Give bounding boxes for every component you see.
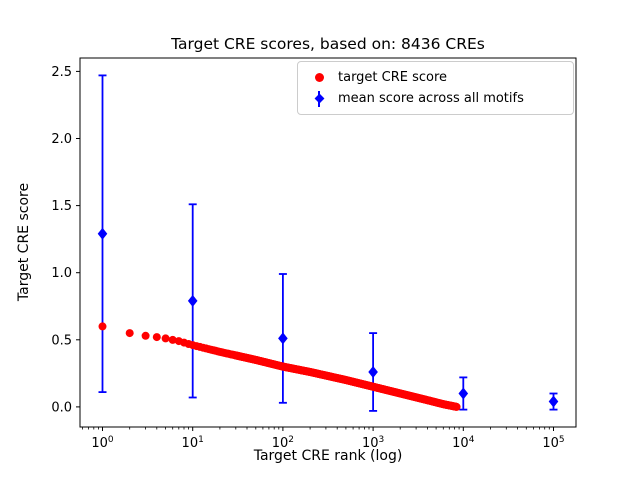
legend-label-target: target CRE score: [338, 70, 448, 85]
legend-entry-target: target CRE score: [306, 67, 565, 88]
svg-text:1.0: 1.0: [51, 266, 72, 281]
svg-text:2.5: 2.5: [51, 65, 72, 80]
chart-title: Target CRE scores, based on: 8436 CREs: [171, 35, 485, 53]
svg-text:0.5: 0.5: [51, 333, 72, 348]
mean-score-marker-icon: [306, 90, 332, 108]
legend-entry-mean: mean score across all motifs: [306, 88, 565, 109]
legend-label-mean: mean score across all motifs: [338, 91, 524, 106]
svg-text:0.0: 0.0: [51, 400, 72, 415]
target-score-marker-icon: [306, 69, 332, 87]
y-axis-label: Target CRE score: [16, 182, 32, 302]
svg-text:2.0: 2.0: [51, 132, 72, 147]
legend: target CRE score mean score across all m…: [297, 61, 574, 115]
svg-text:1.5: 1.5: [51, 199, 72, 214]
x-axis-label: Target CRE rank (log): [253, 448, 403, 464]
